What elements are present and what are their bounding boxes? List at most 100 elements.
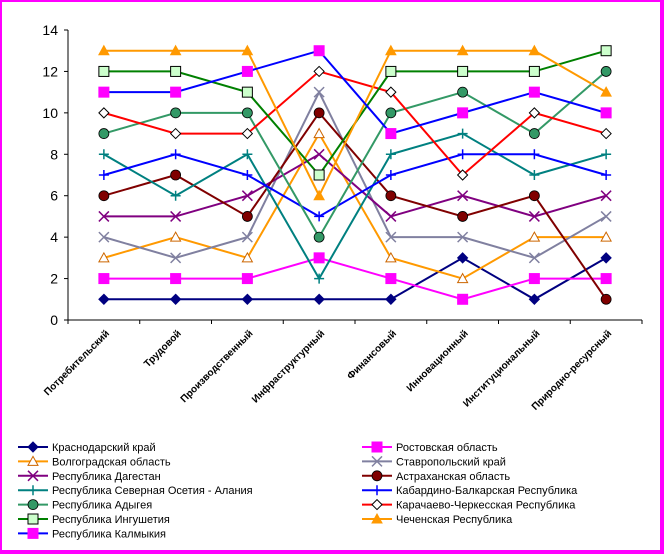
data-point <box>313 293 325 305</box>
data-point <box>98 251 110 263</box>
data-point <box>457 190 469 202</box>
data-point <box>98 170 109 180</box>
data-point <box>170 273 182 285</box>
data-point <box>169 44 182 56</box>
data-point <box>456 252 469 264</box>
data-point <box>313 231 325 243</box>
y-tick-label: 10 <box>42 105 58 121</box>
data-point <box>601 149 612 160</box>
data-point <box>528 190 540 202</box>
data-point <box>27 499 39 511</box>
data-point <box>313 169 325 181</box>
data-point <box>313 189 325 201</box>
x-category-label: Финансовый <box>345 328 399 382</box>
data-point <box>27 527 39 539</box>
legend-entry: Чеченская Республика <box>362 512 513 526</box>
series-line <box>103 70 607 240</box>
series-line <box>103 49 607 135</box>
data-point <box>600 86 612 97</box>
y-tick-label: 6 <box>50 188 58 204</box>
data-point <box>98 44 110 56</box>
series-7 <box>98 128 612 284</box>
data-point <box>170 252 182 264</box>
data-point <box>98 149 109 160</box>
legend-label: Республика Северная Осетия - Алания <box>52 485 253 497</box>
series-1 <box>98 252 612 305</box>
data-point <box>528 273 540 285</box>
y-tick-label: 0 <box>50 312 58 328</box>
legend-label: Волгоградская область <box>52 456 171 468</box>
data-point <box>528 107 541 119</box>
legend-entry: Волгоградская область <box>18 455 171 468</box>
series-9 <box>98 66 612 243</box>
series-6 <box>98 107 612 305</box>
data-point <box>528 86 540 98</box>
x-category-label: Потребительский <box>42 328 112 398</box>
data-point <box>241 231 253 243</box>
data-point <box>456 169 469 181</box>
data-point <box>372 485 382 496</box>
data-point <box>457 107 469 119</box>
series-line <box>103 256 607 301</box>
data-point <box>600 231 612 242</box>
data-point <box>385 65 397 77</box>
series-line <box>103 111 607 300</box>
x-category-label: Трудовой <box>142 328 184 370</box>
data-point <box>241 65 253 77</box>
data-point <box>371 441 383 453</box>
data-point <box>170 86 182 98</box>
data-point <box>98 273 110 285</box>
x-category-label: Природно-ресурсный <box>530 328 614 412</box>
series-line <box>103 256 607 301</box>
data-point <box>170 65 182 77</box>
data-point <box>457 128 468 139</box>
data-point <box>600 45 612 57</box>
data-point <box>314 273 325 284</box>
data-point <box>313 65 325 78</box>
legend-entry: Кабардино-Балкарская Республика <box>362 485 578 497</box>
series-4 <box>98 86 612 264</box>
y-tick-label: 12 <box>42 63 58 79</box>
data-point <box>27 455 39 466</box>
data-point <box>169 231 182 242</box>
legend-label: Республика Дагестан <box>52 471 161 483</box>
data-point <box>27 470 39 482</box>
data-point <box>313 148 325 160</box>
data-point <box>98 107 110 119</box>
series-5 <box>98 148 612 222</box>
data-point <box>457 211 469 222</box>
data-point <box>169 127 182 140</box>
y-tick-label: 2 <box>50 271 58 287</box>
data-point <box>385 190 397 202</box>
data-point <box>600 190 612 202</box>
data-point <box>371 498 383 511</box>
data-point <box>528 128 540 139</box>
x-category-label: Инновационный <box>405 328 471 394</box>
data-point <box>313 86 325 98</box>
data-point <box>98 293 110 305</box>
legend-label: Ставропольский край <box>396 456 506 468</box>
series-line <box>103 49 607 198</box>
data-point <box>385 293 397 305</box>
data-point <box>457 65 469 77</box>
y-tick-label: 14 <box>42 22 58 38</box>
series-line <box>103 132 607 281</box>
data-point <box>242 170 253 180</box>
data-point <box>314 211 325 222</box>
data-point <box>600 293 612 305</box>
data-point <box>170 190 181 201</box>
data-point <box>241 273 253 285</box>
data-point <box>529 170 540 180</box>
data-point <box>528 44 541 56</box>
data-point <box>98 128 110 139</box>
data-point <box>600 107 612 119</box>
data-point <box>170 210 182 222</box>
data-point <box>385 128 397 140</box>
data-point <box>456 44 469 56</box>
x-category-label: Инфраструктурный <box>249 328 327 406</box>
data-point <box>27 513 39 525</box>
legend-entry: Республика Калмыкия <box>18 527 166 540</box>
data-point <box>385 170 396 180</box>
data-point <box>457 86 469 98</box>
